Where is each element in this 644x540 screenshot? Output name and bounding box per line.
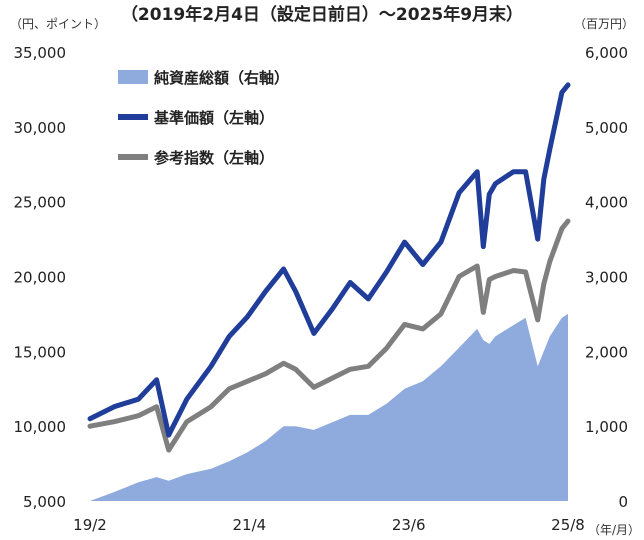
line-layer bbox=[87, 82, 571, 453]
left-axis-unit: （円、ポイント） bbox=[10, 17, 106, 31]
legend-label-index: 参考指数（左軸） bbox=[154, 149, 274, 167]
left-tick-label: 20,000 bbox=[14, 269, 67, 287]
assets-area-layer bbox=[90, 313, 568, 501]
assets-area bbox=[90, 313, 568, 501]
right-tick-label: 1,000 bbox=[585, 418, 628, 436]
x-axis-unit: （年/月） bbox=[588, 523, 640, 537]
left-tick-label: 5,000 bbox=[23, 493, 66, 511]
x-tick-label: 23/6 bbox=[392, 516, 426, 534]
x-tick-label: 21/4 bbox=[232, 516, 266, 534]
x-tick-label: 19/2 bbox=[73, 516, 107, 534]
legend-label-nav: 基準価額（左軸） bbox=[153, 109, 274, 127]
chart-title: （2019年2月4日（設定日前日）～2025年9月末） bbox=[121, 4, 523, 25]
x-axis: 19/2 21/4 23/6 25/8 bbox=[73, 516, 585, 534]
legend: 純資産総額（右軸） 基準価額（左軸） 参考指数（左軸） bbox=[118, 69, 289, 167]
left-tick-label: 35,000 bbox=[14, 44, 67, 62]
legend-label-assets: 純資産総額（右軸） bbox=[154, 69, 289, 87]
right-tick-label: 0 bbox=[618, 493, 628, 511]
right-tick-label: 5,000 bbox=[585, 119, 628, 137]
left-tick-label: 25,000 bbox=[14, 194, 67, 212]
right-axis-unit: （百万円） bbox=[574, 17, 634, 31]
index-line bbox=[87, 218, 571, 453]
right-axis: 0 1,000 2,000 3,000 4,000 5,000 6,000 bbox=[585, 44, 628, 511]
right-tick-label: 4,000 bbox=[585, 194, 628, 212]
left-tick-label: 30,000 bbox=[14, 119, 67, 137]
right-tick-label: 6,000 bbox=[585, 44, 628, 62]
x-tick-label: 25/8 bbox=[551, 516, 585, 534]
right-tick-label: 2,000 bbox=[585, 343, 628, 361]
left-tick-label: 10,000 bbox=[14, 418, 67, 436]
legend-swatch-assets bbox=[118, 70, 148, 84]
left-axis: 5,000 10,000 15,000 20,000 25,000 30,000 35,00… bbox=[14, 44, 67, 511]
nav-line bbox=[87, 82, 571, 438]
left-tick-label: 15,000 bbox=[14, 343, 67, 361]
right-tick-label: 3,000 bbox=[585, 269, 628, 287]
